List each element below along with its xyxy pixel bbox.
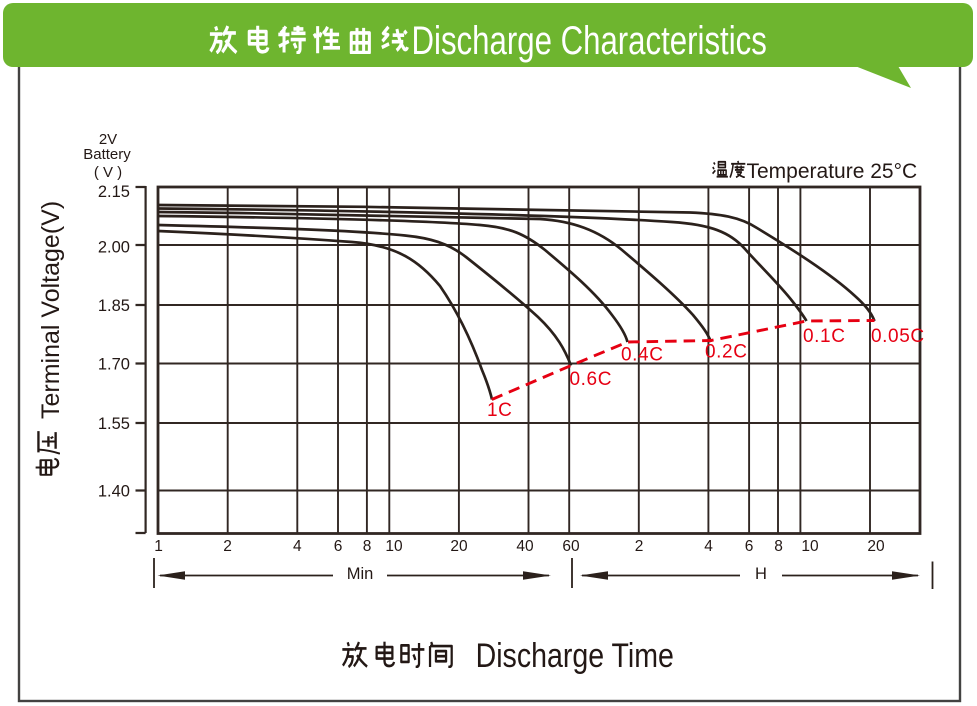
svg-text:10: 10 xyxy=(385,538,403,555)
svg-text:( V ): ( V ) xyxy=(94,164,122,181)
svg-text:Temperature 25°C: Temperature 25°C xyxy=(747,160,918,183)
svg-text:6: 6 xyxy=(334,538,343,555)
svg-text:2: 2 xyxy=(635,538,644,555)
svg-text:Discharge Time: Discharge Time xyxy=(476,637,674,675)
svg-text:2: 2 xyxy=(223,538,232,555)
svg-text:1.85: 1.85 xyxy=(98,297,130,315)
svg-text:4: 4 xyxy=(293,538,302,555)
svg-text:Battery: Battery xyxy=(83,146,131,163)
svg-text:Terminal Voltage(V): Terminal Voltage(V) xyxy=(37,201,65,419)
svg-text:0.4C: 0.4C xyxy=(621,345,664,366)
svg-text:0.2C: 0.2C xyxy=(705,342,748,363)
svg-text:20: 20 xyxy=(867,538,885,555)
svg-text:0.1C: 0.1C xyxy=(803,326,846,347)
svg-text:2V: 2V xyxy=(99,131,117,148)
svg-text:6: 6 xyxy=(745,538,754,555)
svg-text:Discharge Characteristics: Discharge Characteristics xyxy=(412,18,767,63)
svg-text:60: 60 xyxy=(562,538,580,555)
svg-text:1: 1 xyxy=(154,538,163,555)
svg-text:8: 8 xyxy=(363,538,372,555)
svg-text:Min: Min xyxy=(347,565,374,583)
svg-text:1.55: 1.55 xyxy=(98,415,130,433)
svg-text:20: 20 xyxy=(450,538,468,555)
svg-text:10: 10 xyxy=(801,538,819,555)
svg-text:1.70: 1.70 xyxy=(98,356,130,374)
svg-text:1.40: 1.40 xyxy=(98,483,130,501)
svg-text:0.05C: 0.05C xyxy=(871,326,925,347)
svg-text:2.15: 2.15 xyxy=(98,183,130,201)
svg-text:8: 8 xyxy=(774,538,783,555)
svg-text:4: 4 xyxy=(704,538,713,555)
svg-text:40: 40 xyxy=(516,538,534,555)
svg-text:0.6C: 0.6C xyxy=(570,369,613,390)
svg-text:2.00: 2.00 xyxy=(98,239,130,257)
svg-text:1C: 1C xyxy=(487,400,513,421)
svg-text:H: H xyxy=(755,565,767,583)
